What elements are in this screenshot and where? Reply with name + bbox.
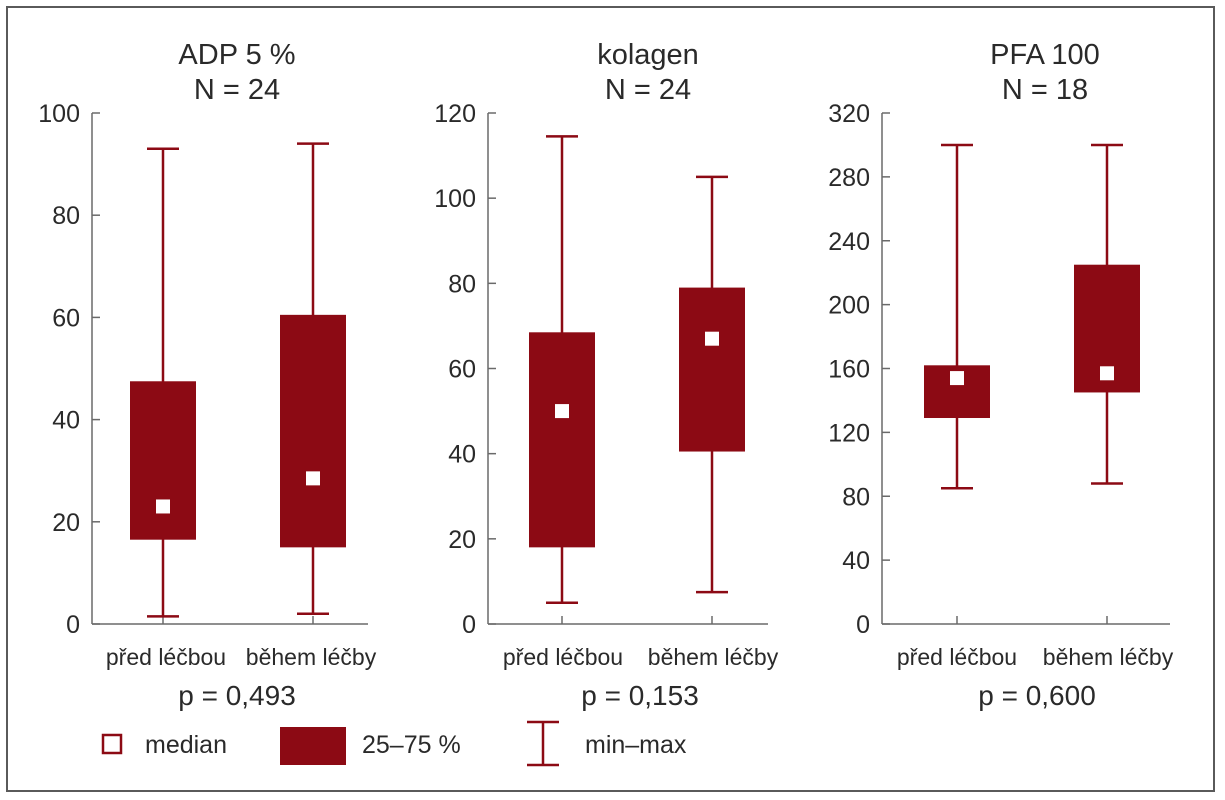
p-value-label: p = 0,153 bbox=[581, 680, 699, 711]
y-tick-label: 280 bbox=[828, 164, 870, 192]
legend-whisker-label: min–max bbox=[585, 731, 687, 759]
median-marker bbox=[1100, 366, 1114, 381]
y-tick-label: 200 bbox=[828, 292, 870, 320]
y-tick-label: 20 bbox=[448, 526, 476, 554]
x-tick-label: během léčby bbox=[246, 644, 377, 670]
chart-panel-1: ADP 5 %N = 24 0 20 40 60 80 100 před léčbou běhe… bbox=[38, 39, 376, 711]
y-tick-label: 120 bbox=[434, 100, 476, 128]
y-tick-label: 80 bbox=[448, 270, 476, 298]
y-tick-label: 320 bbox=[828, 100, 870, 128]
y-tick-label: 40 bbox=[448, 441, 476, 469]
median-marker bbox=[156, 499, 170, 514]
iqr-box bbox=[679, 287, 745, 452]
y-tick-label: 60 bbox=[52, 304, 80, 332]
y-tick-label: 0 bbox=[66, 611, 80, 639]
median-marker bbox=[555, 404, 569, 419]
x-tick-label: během léčby bbox=[1043, 644, 1174, 670]
y-tick-label: 100 bbox=[38, 100, 80, 128]
median-marker bbox=[705, 331, 719, 346]
y-tick-label: 60 bbox=[448, 356, 476, 384]
y-tick-label: 0 bbox=[856, 611, 870, 639]
x-tick-label: před léčbou bbox=[503, 644, 623, 670]
chart-title: PFA 100 bbox=[990, 39, 1100, 71]
y-tick-label: 80 bbox=[52, 202, 80, 230]
y-tick-label: 120 bbox=[828, 419, 870, 447]
legend-box-swatch bbox=[280, 727, 346, 765]
y-tick-label: 160 bbox=[828, 356, 870, 384]
x-tick-label: během léčby bbox=[648, 644, 779, 670]
figure-frame bbox=[6, 6, 1215, 792]
y-tick-label: 40 bbox=[52, 407, 80, 435]
p-value-label: p = 0,600 bbox=[978, 680, 1096, 711]
iqr-box bbox=[280, 314, 346, 548]
iqr-box bbox=[130, 381, 196, 540]
y-tick-label: 100 bbox=[434, 185, 476, 213]
y-tick-label: 40 bbox=[842, 547, 870, 575]
legend: median 25–75 % min–max bbox=[101, 720, 687, 767]
median-marker bbox=[950, 371, 964, 386]
y-tick-label: 0 bbox=[462, 611, 476, 639]
x-tick-label: před léčbou bbox=[897, 644, 1017, 670]
p-value-label: p = 0,493 bbox=[178, 680, 296, 711]
chart-subtitle: N = 18 bbox=[1002, 74, 1088, 106]
legend-box-label: 25–75 % bbox=[362, 731, 461, 759]
x-tick-label: před léčbou bbox=[106, 644, 226, 670]
y-tick-label: 240 bbox=[828, 228, 870, 256]
legend-median-marker bbox=[101, 733, 123, 755]
chart-title: ADP 5 % bbox=[178, 39, 295, 71]
median-marker bbox=[306, 471, 320, 486]
chart-title: kolagen bbox=[597, 39, 699, 71]
chart-subtitle: N = 24 bbox=[194, 74, 280, 106]
legend-median-label: median bbox=[145, 731, 227, 759]
iqr-box bbox=[529, 332, 595, 548]
y-tick-label: 20 bbox=[52, 509, 80, 537]
y-tick-label: 80 bbox=[842, 483, 870, 511]
chart-subtitle: N = 24 bbox=[605, 74, 691, 106]
